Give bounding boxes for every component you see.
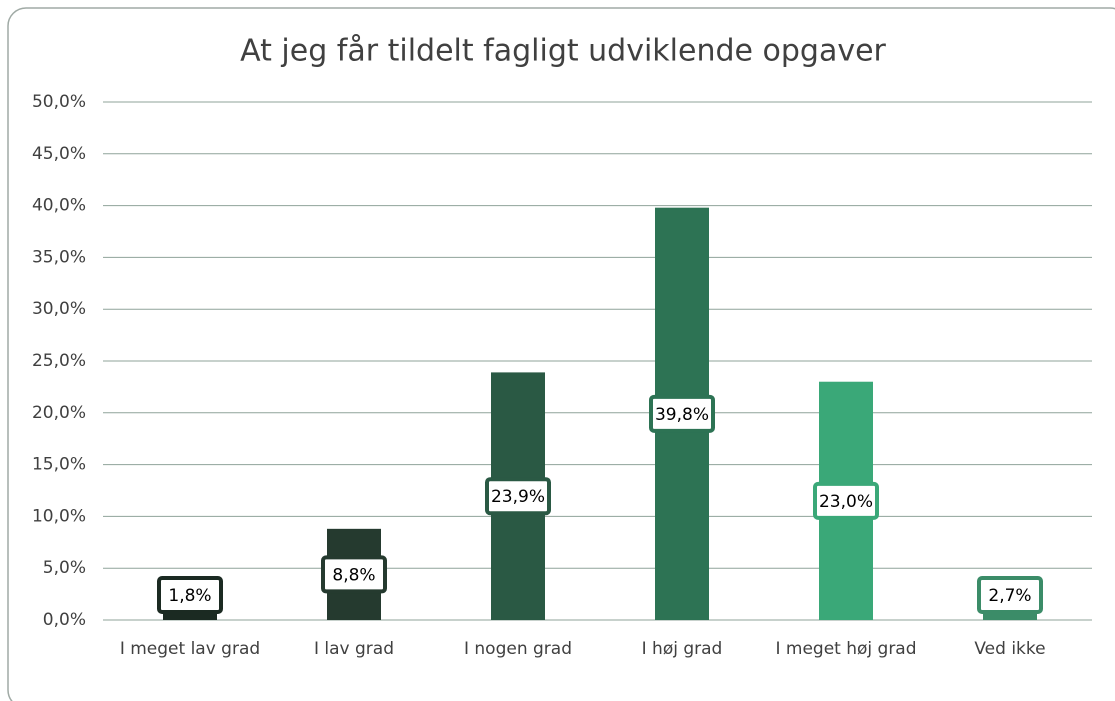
y-tick-label: 20,0% <box>32 403 86 423</box>
x-tick-label: Ved ikke <box>974 639 1046 659</box>
data-label: 8,8% <box>332 565 375 585</box>
data-label-box <box>649 394 715 433</box>
y-tick-label: 5,0% <box>43 558 86 578</box>
y-tick-label: 45,0% <box>32 144 86 164</box>
y-tick-label: 30,0% <box>32 299 86 319</box>
x-tick-label: I meget høj grad <box>775 639 917 659</box>
x-tick-label: I meget lav grad <box>119 639 261 659</box>
y-tick-label: 50,0% <box>32 92 86 112</box>
data-label-box <box>157 576 223 614</box>
y-tick-label: 0,0% <box>43 610 86 630</box>
x-tick-label: I høj grad <box>641 639 723 659</box>
data-label-box <box>977 576 1043 614</box>
x-tick-label: I nogen grad <box>463 639 572 659</box>
x-tick-label: I lav grad <box>313 639 394 659</box>
data-label: 39,8% <box>655 405 709 425</box>
chart-title: At jeg får tildelt fagligt udviklende op… <box>240 34 886 69</box>
data-label-box <box>321 555 387 594</box>
data-label-box <box>813 481 879 520</box>
data-label-box <box>485 477 551 516</box>
y-tick-label: 10,0% <box>32 506 86 526</box>
y-tick-label: 35,0% <box>32 247 86 267</box>
data-label: 23,9% <box>491 487 545 507</box>
y-tick-label: 25,0% <box>32 351 86 371</box>
y-tick-label: 15,0% <box>32 455 86 475</box>
data-label: 1,8% <box>168 586 211 606</box>
data-label: 2,7% <box>988 586 1031 606</box>
data-label: 23,0% <box>819 492 873 512</box>
y-tick-label: 40,0% <box>32 196 86 216</box>
